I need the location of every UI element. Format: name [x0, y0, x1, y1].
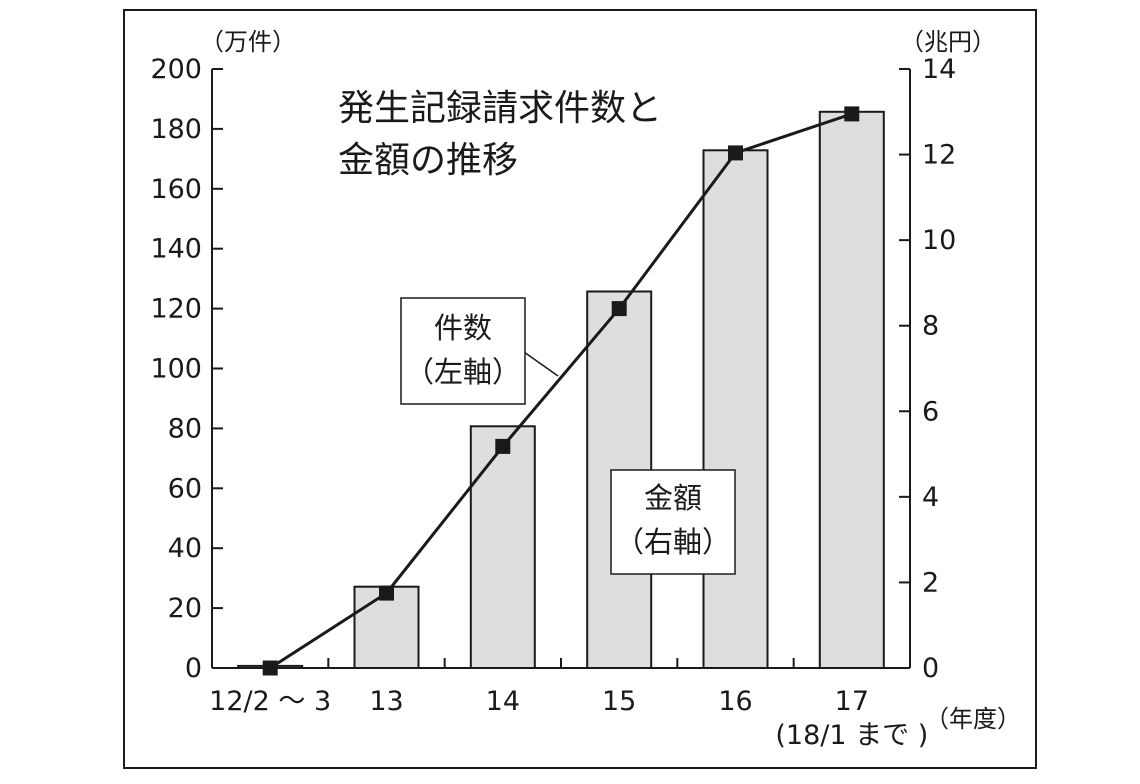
left-tick-label: 200 [150, 54, 202, 85]
count-point [262, 660, 278, 676]
count-point [728, 145, 743, 161]
x-tick-sublabel: (18/1 まで ) [775, 720, 928, 751]
left-tick-label: 100 [150, 354, 202, 385]
count-point [495, 438, 511, 454]
count-point [611, 301, 627, 317]
amount-bar [469, 425, 536, 669]
count-point [379, 585, 394, 601]
right-tick-label: 2 [922, 567, 939, 598]
right-tick-label: 10 [922, 225, 956, 256]
count-point [844, 106, 860, 122]
left-tick-label: 60 [168, 473, 202, 504]
amount-callout-label: 金額 [644, 481, 702, 515]
chart-title-line-1: 発生記録請求件数と [338, 88, 662, 129]
count-callout-box [400, 297, 526, 405]
left-tick-label: 0 [185, 653, 202, 684]
right-axis-unit: （兆円） [900, 28, 996, 56]
amount-callout-box [610, 469, 736, 575]
count-callout-label: 件数 [434, 311, 492, 345]
left-tick-label: 160 [150, 174, 202, 205]
count-line [269, 112, 853, 670]
count-callout-axis: （左軸） [405, 355, 521, 389]
count-callout-leader [523, 351, 559, 377]
left-tick-label: 20 [168, 593, 202, 624]
x-tick-label: 17 [835, 686, 869, 717]
left-axis-unit: （万件） [200, 28, 296, 56]
axes-layer: 0 20 40 60 80 100 120 140 160 180 200 0 2 4 6 8 10 12 14 12… [150, 54, 956, 751]
amount-callout-axis: （右軸） [615, 525, 731, 559]
right-tick-label: 0 [922, 653, 939, 684]
x-tick-label: 15 [602, 686, 636, 717]
right-tick-label: 12 [922, 140, 956, 171]
chart-title-line-2: 金額の推移 [338, 140, 518, 181]
right-tick-label: 8 [922, 311, 939, 342]
x-tick-label: 13 [369, 686, 403, 717]
x-tick-label: 16 [718, 686, 752, 717]
x-tick-label: 14 [486, 686, 520, 717]
left-tick-label: 140 [150, 234, 202, 265]
line-layer [262, 106, 860, 676]
right-tick-label: 14 [922, 54, 956, 85]
left-tick-label: 80 [168, 413, 202, 444]
x-tick-label: 12/2 ～ 3 [209, 686, 331, 717]
right-tick-label: 4 [922, 482, 939, 513]
amount-bar [818, 110, 885, 670]
amount-bar [702, 149, 769, 670]
left-tick-label: 180 [150, 114, 202, 145]
left-tick-label: 40 [168, 533, 202, 564]
right-tick-label: 6 [922, 396, 939, 427]
left-tick-label: 120 [150, 294, 202, 325]
x-axis-unit: （年度） [925, 705, 1021, 733]
